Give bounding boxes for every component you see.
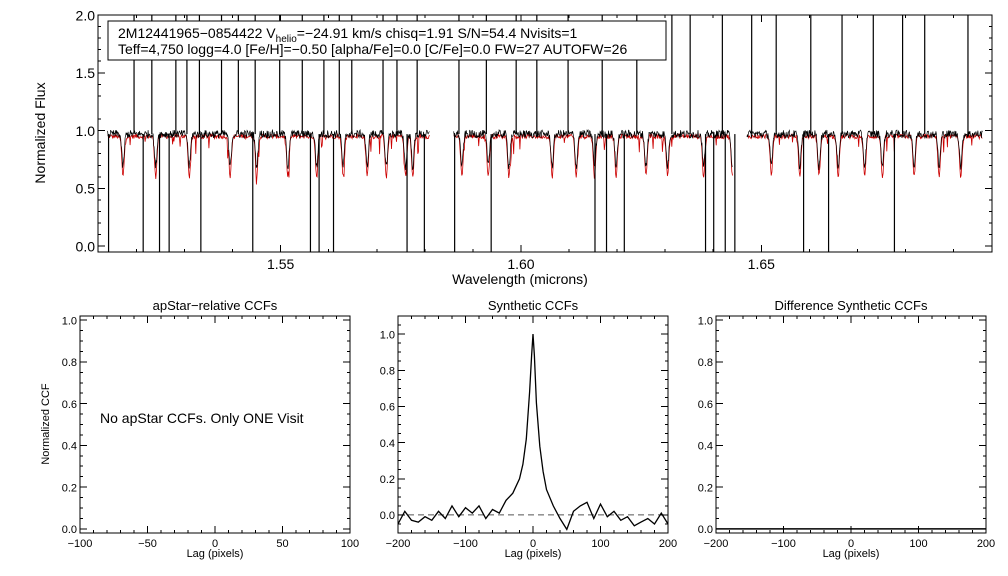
spectrum-info-box: 2M12441965−0854422 Vhelio=−24.91 km/s ch…: [107, 20, 667, 61]
synthetic-spectrum-line: [746, 132, 983, 179]
spectrum-ylabel: Normalized Flux: [32, 82, 48, 183]
difference-ccf-xtick-label: 100: [909, 538, 927, 550]
apstar-ccf-ytick-label: 0.0: [62, 524, 77, 536]
difference-ccf-ytick-label: 0.4: [698, 441, 713, 453]
spectrum-ytick-label: 2.0: [76, 7, 96, 23]
apstar-ccf-ytick-label: 0.6: [62, 399, 77, 411]
synthetic-ccf-ytick-label: 1.0: [380, 329, 395, 341]
synthetic-ccf-xtick-label: 0: [530, 538, 536, 550]
synthetic-ccf-xlabel: Lag (pixels): [505, 548, 562, 560]
apstar-ccf-ytick-label: 0.4: [62, 441, 77, 453]
synthetic-ccf-series: [397, 334, 669, 531]
apstar-ccf-xtick-label: 0: [212, 538, 218, 550]
synthetic-ccf-axes: −200 −100 0 100 200 0.0 0.2 0.4 0.6 0.8 1.0: [380, 316, 677, 550]
difference-ccf-ytick-label: 0.0: [698, 524, 713, 536]
observed-spectrum-line: [746, 129, 983, 171]
spectrum-xtick-label: 1.65: [748, 256, 775, 272]
spectrum-plot-frame: [97, 14, 993, 253]
synthetic-ccf-ytick-label: 0.6: [380, 402, 395, 414]
synthetic-ccf-title: Synthetic CCFs: [488, 298, 579, 313]
difference-ccf-ytick-label: 0.2: [698, 482, 713, 494]
apstar-ccf-ytick-label: 1.0: [62, 315, 77, 327]
difference-ccf-ytick-label: 1.0: [698, 315, 713, 327]
synthetic-ccf-xtick-label: 100: [591, 538, 609, 550]
spectrum-axes: 1.55 1.60 1.65 0.0 0.5 1.0 1.5 2.0: [76, 7, 992, 272]
synthetic-ccf-ytick-label: 0.8: [380, 365, 395, 377]
synthetic-ccf-ytick-label: 0.4: [380, 438, 395, 450]
apstar-ccf-title: apStar−relative CCFs: [153, 298, 278, 313]
apstar-ccf-axes: −100 −50 0 50 100 0.0 0.2 0.4 0.6 0.8 1.0: [62, 315, 359, 550]
difference-ccf-panel: Difference Synthetic CCFs −200 −100 0 100 20…: [698, 298, 995, 560]
synthetic-ccf-panel: Synthetic CCFs −200 −100 0 100 200 0.0 0.2 0.4 0…: [380, 298, 677, 560]
spectrum-xtick-label: 1.60: [507, 256, 534, 272]
spectrum-xlabel: Wavelength (microns): [452, 271, 588, 287]
apstar-ccf-ylabel: Normalized CCF: [40, 383, 52, 465]
spectrum-ytick-label: 0.0: [76, 239, 96, 255]
apstar-ccf-xtick-label: −100: [68, 538, 93, 550]
synthetic-ccf-xtick-label: −100: [453, 538, 478, 550]
difference-ccf-xlabel: Lag (pixels): [823, 548, 880, 560]
info-line-1: 2M12441965−0854422 Vhelio=−24.91 km/s ch…: [118, 25, 578, 45]
synthetic-ccf-xtick-label: −200: [386, 538, 411, 550]
apstar-ccf-xtick-label: 100: [341, 538, 359, 550]
spectrum-panel: 1.55 1.60 1.65 0.0 0.5 1.0 1.5 2.0 2M12441965−0…: [32, 7, 993, 287]
difference-ccf-xtick-label: −100: [771, 538, 796, 550]
apstar-ccf-panel: apStar−relative CCFs −100 −50 0 50 100 0.0 0.2…: [40, 298, 359, 560]
spectrum-ytick-label: 1.0: [76, 123, 96, 139]
apstar-ccf-annotation: No apStar CCFs. Only ONE Visit: [100, 410, 304, 426]
difference-ccf-xtick-label: −200: [704, 538, 729, 550]
apstar-ccf-ytick-label: 0.8: [62, 357, 77, 369]
observed-spectrum-line: [453, 128, 733, 170]
apstar-ccf-ytick-label: 0.2: [62, 482, 77, 494]
difference-ccf-xtick-label: 200: [977, 538, 995, 550]
difference-ccf-ytick-label: 0.8: [698, 357, 713, 369]
spectrum-ytick-label: 1.5: [76, 65, 96, 81]
spectrum-xtick-label: 1.55: [267, 256, 294, 272]
synthetic-spectrum-line: [453, 132, 733, 179]
synthetic-ccf-line: [397, 334, 669, 531]
spectrum-ytick-label: 0.5: [76, 181, 96, 197]
synthetic-ccf-ytick-label: 0.2: [380, 474, 395, 486]
info-line-2: Teff=4,750 logg=4.0 [Fe/H]=−0.50 [alpha/…: [118, 41, 627, 57]
difference-ccf-title: Difference Synthetic CCFs: [775, 298, 928, 313]
observed-spectrum-line: [107, 128, 430, 171]
synthetic-ccf-ytick-label: 0.0: [380, 510, 395, 522]
difference-ccf-xtick-label: 0: [848, 538, 854, 550]
apstar-ccf-xtick-label: −50: [138, 538, 157, 550]
info-box-frame: [107, 20, 667, 61]
difference-ccf-ytick-label: 0.6: [698, 399, 713, 411]
apstar-ccf-xtick-label: 50: [276, 538, 288, 550]
difference-ccf-axes: −200 −100 0 100 200 0.0 0.2 0.4 0.6 0.8 1.0: [698, 315, 995, 550]
apstar-ccf-xlabel: Lag (pixels): [187, 548, 244, 560]
synthetic-ccf-xtick-label: 200: [659, 538, 677, 550]
